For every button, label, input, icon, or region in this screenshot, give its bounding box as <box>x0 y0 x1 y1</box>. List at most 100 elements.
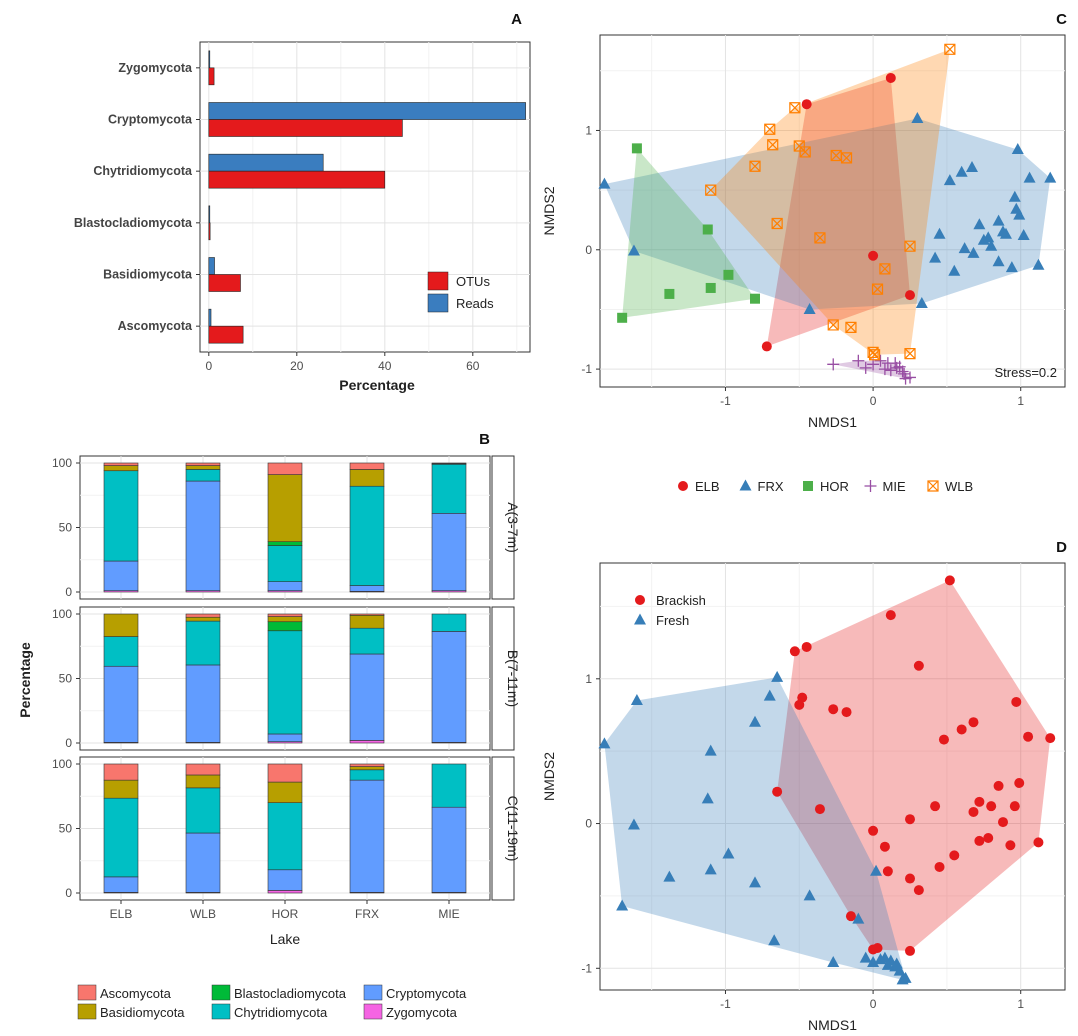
point-frx <box>943 174 956 186</box>
point-wlb <box>904 347 916 360</box>
panel-c: C -1 0 1 -1 0 1 NMDS1 NMDS2 Stress=0.2 ELB FRX HOR MI… <box>541 11 1067 494</box>
stack-segment-ascomycota <box>267 613 303 617</box>
point-brackish <box>814 804 825 815</box>
stack-segment-ascomycota <box>349 462 385 470</box>
hull-hor <box>622 148 755 318</box>
point-fresh <box>749 715 761 727</box>
point-brackish <box>998 817 1008 828</box>
stack-segment-cryptomycota <box>103 665 139 743</box>
stack-segment-basidiomycota <box>349 469 385 487</box>
tick-label: 100 <box>52 456 72 470</box>
point-wlb <box>904 240 916 252</box>
point-mie <box>878 363 891 376</box>
legend: ELB FRX HOR MIE WLB <box>678 479 973 494</box>
point-frx <box>1010 202 1023 214</box>
tick-label: 0 <box>65 886 72 900</box>
stack-segment-cryptomycota <box>185 664 221 743</box>
bar-otus <box>208 67 215 86</box>
point-frx <box>1044 171 1057 183</box>
point-frx <box>973 218 986 230</box>
x-axis-title: Percentage <box>339 377 415 393</box>
point-brackish <box>968 806 979 817</box>
facet-strip <box>491 455 515 600</box>
stack-segment-chytridiomycota <box>349 627 385 655</box>
point-brackish <box>905 814 915 825</box>
point-hor <box>723 269 734 280</box>
point-fresh <box>701 792 714 804</box>
point-brackish <box>938 734 949 745</box>
plot-area <box>599 34 1066 388</box>
stack-segment-zygomycota <box>349 740 385 744</box>
legend-label: Ascomycota <box>100 986 172 1001</box>
facet-strip <box>491 756 515 901</box>
tick-label: 40 <box>378 359 392 373</box>
tick-label: 100 <box>52 757 72 771</box>
stack-segment-chytridiomycota <box>349 485 385 586</box>
stack-segment-chytridiomycota <box>431 763 467 808</box>
point-wlb <box>799 146 811 158</box>
tick-label: 0 <box>585 817 592 831</box>
point-frx <box>967 246 980 258</box>
bar-reads <box>208 50 211 69</box>
legend-label: HOR <box>820 479 849 494</box>
point-brackish <box>974 835 985 846</box>
point-mie <box>884 364 897 377</box>
point-brackish <box>913 660 924 671</box>
point-frx <box>955 165 968 177</box>
legend-swatch <box>77 1003 97 1020</box>
stack-segment-basidiomycota <box>185 465 221 470</box>
point-brackish <box>885 610 896 621</box>
point-brackish <box>956 724 967 735</box>
point-fresh <box>722 847 735 859</box>
point-frx <box>1013 208 1026 220</box>
point-fresh <box>768 934 781 946</box>
category-label: Chytridiomycota <box>93 164 193 178</box>
point-fresh <box>827 955 840 967</box>
legend-label: Brackish <box>656 593 706 608</box>
stack-segment-zygomycota <box>267 890 303 894</box>
point-fresh <box>852 912 865 924</box>
point-frx <box>997 225 1009 237</box>
point-brackish <box>794 699 805 710</box>
point-frx <box>627 244 640 256</box>
point-fresh <box>630 694 643 706</box>
point-wlb <box>845 321 857 333</box>
tick-label: 1 <box>1017 997 1024 1011</box>
point-brackish <box>801 641 812 652</box>
bar-reads <box>208 308 212 327</box>
point-wlb <box>767 139 779 151</box>
tick-label: HOR <box>272 907 299 921</box>
point-brackish <box>789 646 800 657</box>
x-axis-title: Lake <box>270 931 301 947</box>
point-mie <box>852 354 865 367</box>
panel-d: D -1 0 1 -1 0 1 NMDS1 NMDS2 Brackish Fresh <box>541 539 1067 1033</box>
point-fresh <box>870 864 883 876</box>
point-fresh <box>803 889 816 901</box>
stack-segment-blastocladiomycota <box>267 541 303 546</box>
point-frx <box>803 302 816 314</box>
point-frx <box>915 296 928 308</box>
panel-letter-a: A <box>511 11 522 28</box>
tick-label: 0 <box>205 359 212 373</box>
stack-segment-basidiomycota <box>267 781 303 803</box>
point-mie <box>893 360 906 373</box>
stack-segment-ascomycota <box>185 613 221 618</box>
legend-label: Basidiomycota <box>100 1005 185 1020</box>
legend: Ascomycota Blastocladiomycota Cryptomycota… <box>77 984 467 1020</box>
point-frx <box>1032 258 1045 270</box>
legend-marker <box>739 479 752 491</box>
legend-marker <box>635 595 645 605</box>
point-brackish <box>913 885 924 896</box>
facet: 0 50 100 C(11-19m) <box>52 756 521 901</box>
stack-segment-basidiomycota <box>103 465 139 472</box>
legend-marker <box>803 481 813 491</box>
point-wlb <box>827 319 839 331</box>
facet: 0 50 100 B(7-11m) <box>52 606 521 751</box>
stack-segment-ascomycota <box>185 462 221 466</box>
tick-label: 0 <box>870 394 877 408</box>
stack-segment-chytridiomycota <box>103 470 139 562</box>
tick-label: 50 <box>59 672 73 686</box>
point-fresh <box>859 951 872 963</box>
point-brackish <box>974 796 985 807</box>
point-brackish <box>949 850 960 861</box>
